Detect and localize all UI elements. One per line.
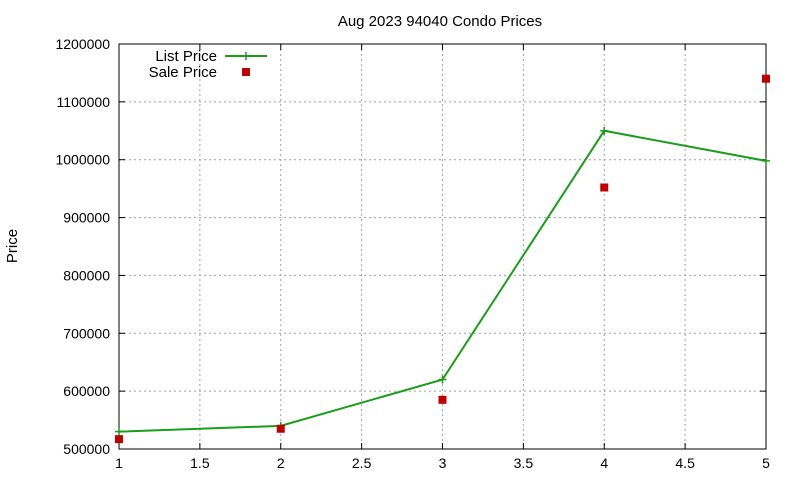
x-tick-label: 5	[762, 455, 770, 471]
legend-marker	[242, 52, 250, 60]
chart-title: Aug 2023 94040 Condo Prices	[338, 13, 542, 30]
x-tick-label: 3.5	[514, 455, 534, 471]
y-tick-label: 1200000	[55, 36, 110, 52]
x-tick-label: 2.5	[352, 455, 372, 471]
axes: 1 1.5 2 2.5 3 3.5 4 4.5 5 500000 600000 700000 80000…	[55, 36, 770, 471]
x-tick-label: 4.5	[675, 455, 695, 471]
y-tick-label: 900000	[63, 210, 110, 226]
x-tick-label: 4	[600, 455, 608, 471]
y-tick-label: 1100000	[57, 94, 111, 110]
series	[115, 74, 770, 444]
y-tick-label: 1000000	[55, 152, 110, 168]
y-tick-label: 600000	[63, 383, 110, 399]
data-point	[762, 74, 770, 83]
y-tick-label: 500000	[63, 441, 110, 457]
legend-label: Sale Price	[149, 64, 217, 81]
legend-label: List Price	[155, 48, 217, 65]
grid	[119, 44, 766, 449]
data-point	[762, 156, 770, 165]
y-tick-label: 800000	[63, 267, 110, 283]
y-axis-label: Price	[4, 229, 21, 263]
data-point	[438, 375, 447, 384]
x-tick-label: 1	[115, 455, 123, 471]
x-tick-label: 3	[439, 455, 447, 471]
x-tick-label: 1.5	[190, 455, 210, 471]
series-sale-price	[115, 74, 770, 444]
data-point	[276, 424, 285, 433]
data-point	[600, 183, 609, 192]
y-tick-label: 700000	[63, 325, 110, 341]
data-point	[115, 427, 123, 436]
data-point	[600, 126, 609, 135]
x-tick-label: 2	[277, 455, 285, 471]
data-point	[438, 395, 447, 404]
data-point	[115, 435, 123, 444]
legend-marker	[242, 68, 250, 76]
